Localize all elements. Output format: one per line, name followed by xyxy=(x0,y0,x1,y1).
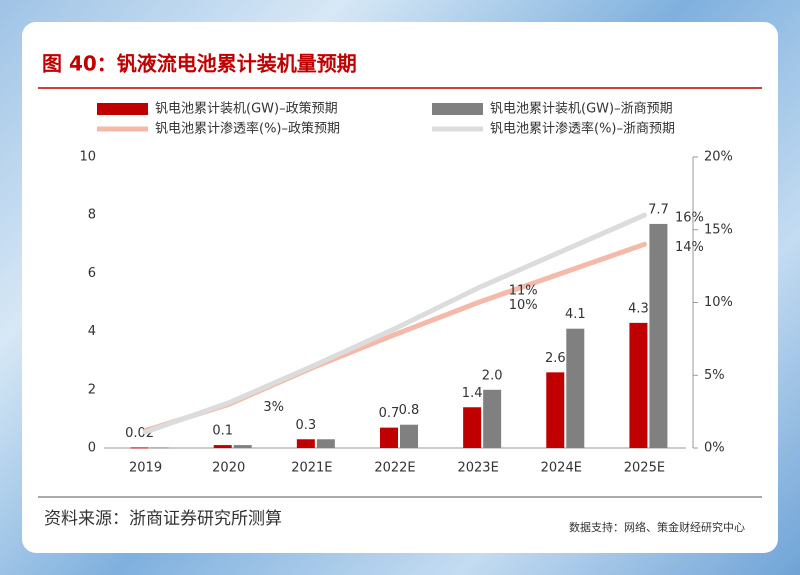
y-tick-label: 8 xyxy=(88,208,96,223)
bar xyxy=(233,445,252,448)
chart-title: 图 40：钒液流电池累计装机量预期 xyxy=(42,52,357,76)
data-label: 11% xyxy=(509,283,538,298)
bar xyxy=(629,322,648,448)
x-tick-label: 2024E xyxy=(541,461,582,476)
data-label: 2.6 xyxy=(545,351,566,366)
bar xyxy=(296,439,315,448)
y2-tick-label: 20% xyxy=(704,150,733,165)
x-tick-label: 2019 xyxy=(129,461,162,476)
y2-tick-label: 0% xyxy=(704,441,725,456)
legend-label: 钒电池累计渗透率(%)–政策预期 xyxy=(155,121,340,137)
bar xyxy=(463,407,482,448)
legend-label: 钒电池累计装机(GW)–浙商预期 xyxy=(490,102,673,117)
data-label: 2.0 xyxy=(482,368,503,383)
bar xyxy=(316,439,335,448)
data-label: 1.4 xyxy=(462,386,483,401)
y-tick-label: 0 xyxy=(88,441,96,456)
bar xyxy=(400,424,418,448)
line xyxy=(143,212,647,435)
x-tick-label: 2022E xyxy=(374,461,415,476)
bar xyxy=(130,447,149,449)
legend-label: 钒电池累计装机(GW)–政策预期 xyxy=(155,101,338,117)
bar xyxy=(649,223,668,448)
legend-swatch xyxy=(432,103,483,115)
y2-tick-label: 15% xyxy=(704,222,733,237)
data-label: 4.3 xyxy=(628,301,649,316)
bar xyxy=(380,427,398,448)
bar xyxy=(566,328,585,448)
data-label: 0.1 xyxy=(212,424,233,439)
data-label: 16% xyxy=(675,211,704,226)
data-label: 0.3 xyxy=(296,418,317,433)
bar xyxy=(546,372,565,448)
data-label: 3% xyxy=(263,400,284,415)
data-label: 14% xyxy=(675,240,704,255)
y-tick-label: 10 xyxy=(79,150,96,165)
y2-tick-label: 5% xyxy=(704,368,725,383)
bar xyxy=(213,445,232,448)
x-tick-label: 2025E xyxy=(624,461,665,476)
data-label: 0.8 xyxy=(399,403,420,418)
x-tick-label: 2020 xyxy=(212,461,245,476)
x-tick-label: 2023E xyxy=(457,461,498,476)
legend-swatch xyxy=(97,103,148,115)
bar xyxy=(150,447,169,449)
y-tick-label: 4 xyxy=(88,324,96,339)
data-label: 10% xyxy=(509,298,538,313)
data-label: 4.1 xyxy=(565,307,586,322)
bar xyxy=(483,389,502,448)
x-tick-label: 2021E xyxy=(291,461,332,476)
data-label: 0.7 xyxy=(379,406,400,421)
card xyxy=(22,22,778,553)
data-label: 7.7 xyxy=(648,202,669,217)
source: 资料来源：浙商证券研究所测算 xyxy=(44,509,282,529)
y-tick-label: 6 xyxy=(88,266,96,281)
legend-label: 钒电池累计渗透率(%)–浙商预期 xyxy=(490,121,675,137)
y-tick-label: 2 xyxy=(88,382,96,397)
y2-tick-label: 10% xyxy=(704,295,733,310)
footer: 数据支持：网络、策金财经研究中心 xyxy=(569,520,745,534)
